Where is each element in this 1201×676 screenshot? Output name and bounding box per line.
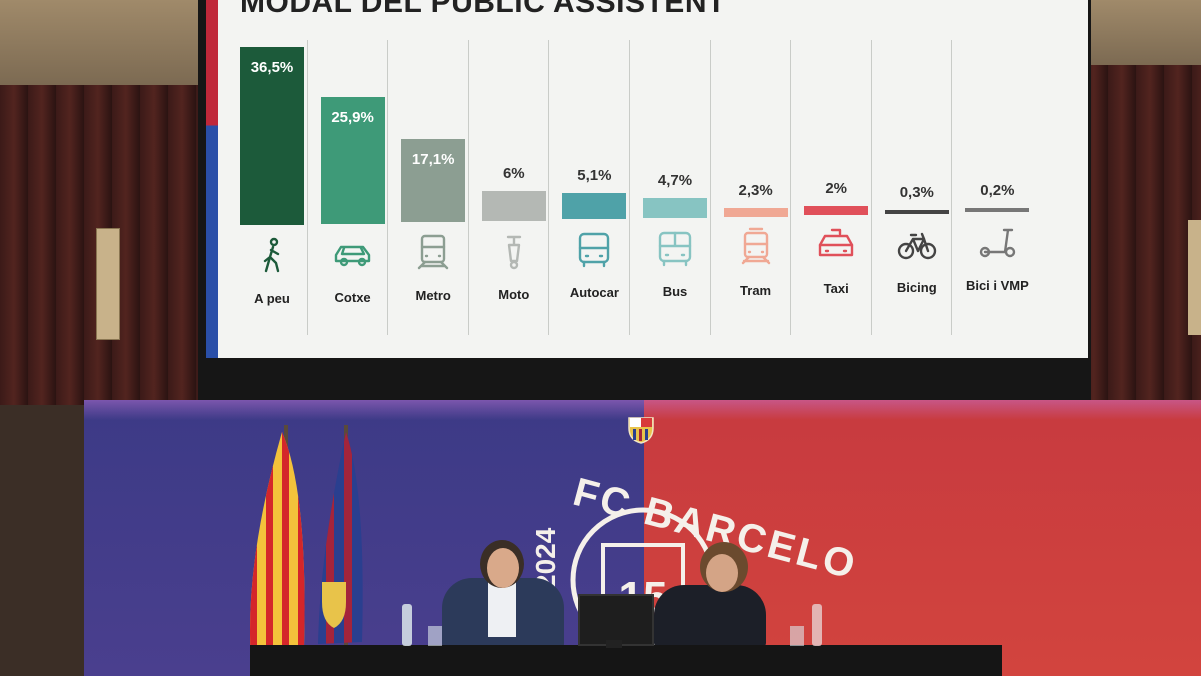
pedestrian-icon: [263, 237, 280, 273]
speaker-right-face: [706, 554, 738, 592]
chart-value-label: 2%: [825, 180, 848, 198]
chart-column: 2,3% Tram: [709, 0, 794, 358]
chart-column: 36,5% A peu: [230, 0, 310, 358]
column-divider: [387, 40, 389, 335]
chart-category-label: Metro: [415, 288, 451, 304]
screen-color-edge: [206, 0, 218, 358]
chart-value-label: 36,5%: [250, 59, 294, 76]
chart-category-label: Taxi: [823, 281, 849, 297]
wall-panel-right: [1080, 65, 1201, 405]
coach-icon: [579, 233, 610, 268]
stage-side: [0, 405, 84, 676]
chart-value-label: 0,2%: [980, 182, 1015, 200]
barcelona-club-flag: [318, 432, 363, 644]
chart-category-label: Bus: [662, 284, 688, 299]
bicycle-icon: [897, 232, 936, 259]
speaker-left-shirt: [488, 582, 516, 637]
chart-column: 6% Moto: [467, 0, 552, 358]
chart-value-label: 0,3%: [899, 183, 934, 201]
speaker-right-body: [654, 585, 766, 647]
column-divider: [629, 40, 630, 335]
chart-column: 2% Taxi: [790, 0, 874, 358]
chart-bar: [723, 207, 788, 217]
metro-icon: [417, 234, 449, 270]
chart-column: 0,2% Bici i VMP: [951, 0, 1035, 358]
chart-column: 17,1% Metro: [387, 0, 471, 358]
press-table: [250, 645, 1002, 676]
chart-bar: [401, 138, 466, 223]
club-crest-small: [628, 417, 654, 444]
chart-category-label: Bici i VMP: [965, 278, 1029, 294]
column-divider: [870, 40, 872, 335]
chart-value-label: 6%: [502, 164, 525, 182]
chart-column: 5,1% Autocar: [548, 0, 632, 358]
column-divider: [548, 40, 550, 335]
chart-category-label: Tram: [740, 282, 772, 298]
column-divider: [306, 40, 308, 335]
chart-column: 4,7% Bus: [629, 0, 713, 358]
car-icon: [334, 245, 370, 266]
chart-value-label: 17,1%: [411, 150, 455, 168]
column-divider: [790, 40, 792, 335]
water-bottle-right: [812, 604, 822, 646]
chart-bar: [481, 190, 546, 221]
catalan-flag: [250, 432, 305, 672]
water-bottle-left: [402, 604, 412, 646]
chart-bar: [884, 209, 949, 214]
chart-bar: [643, 198, 707, 218]
bus-icon: [658, 231, 692, 267]
chart-column: 25,9% Cotxe: [306, 0, 391, 358]
chart-bar: [804, 206, 869, 216]
presentation-screen: 36,5% A peu 25,9% Cotxe 17,1% Metro 6% Moto 5,1%…: [206, 0, 1088, 358]
glass-left: [428, 626, 442, 646]
slide-title: MODAL DEL PÚBLIC ASSISTENT: [240, 0, 726, 19]
ceiling-panel-right: [1080, 0, 1201, 65]
chart-bar: [562, 193, 627, 220]
chart-value-label: 25,9%: [331, 109, 374, 127]
wall-speaker: [96, 228, 120, 340]
kick-scooter-icon: [980, 229, 1016, 258]
chart-category-label: Bicing: [896, 279, 937, 295]
chart-value-label: 2,3%: [738, 181, 773, 199]
chart-category-label: Cotxe: [334, 289, 371, 305]
wall-speaker-right: [1188, 220, 1201, 335]
column-divider: [951, 40, 953, 335]
chart-category-label: A peu: [254, 291, 290, 306]
chart-bar: [965, 208, 1030, 213]
ceiling-panel-left: [0, 0, 210, 85]
chart-column: 0,3% Bicing: [870, 0, 955, 358]
desk-monitor: [578, 594, 654, 646]
chart-category-label: Moto: [498, 286, 530, 302]
speaker-left-face: [487, 548, 519, 588]
monitor-stand: [606, 640, 622, 648]
chart-bar: [320, 97, 385, 224]
taxi-icon: [818, 228, 854, 257]
chart-value-label: 5,1%: [577, 167, 612, 185]
backdrop-light-glow: [84, 400, 1201, 420]
tram-icon: [741, 227, 770, 264]
column-divider: [467, 40, 469, 335]
scooter-icon: [506, 235, 521, 269]
chart-value-label: 4,7%: [657, 172, 693, 189]
column-divider: [709, 40, 711, 335]
chart-category-label: Autocar: [569, 285, 619, 301]
glass-right: [790, 626, 804, 646]
chart-bar: [240, 47, 304, 225]
